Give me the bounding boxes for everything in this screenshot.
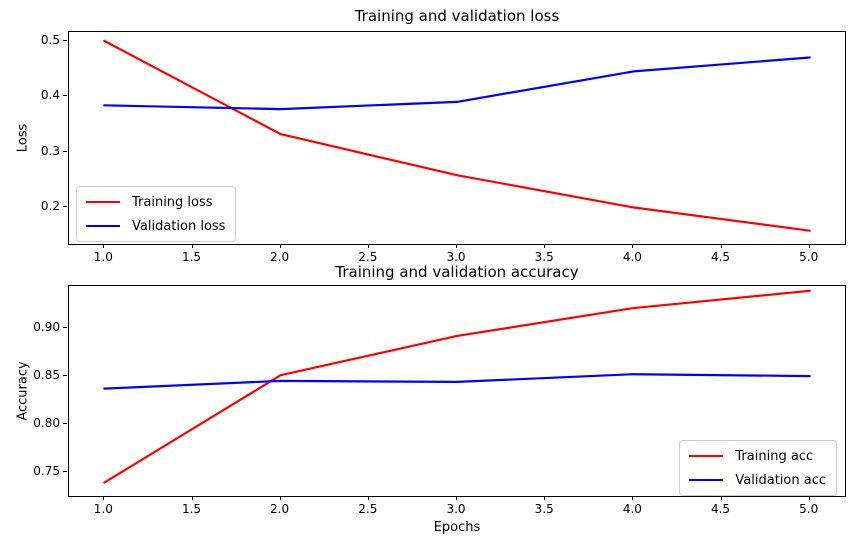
y-tick-label: 0.5 [40,32,60,47]
x-tick-mark [632,496,634,500]
y-tick-label: 0.80 [33,416,60,431]
legend-item: Training loss [86,192,225,212]
validation-acc-line [103,373,811,390]
training-loss-line-sample [86,201,120,203]
x-tick-label: 2.0 [270,502,290,516]
legend-item: Validation loss [86,216,225,236]
x-tick-mark [720,496,722,500]
validation-loss-line-sample [86,225,120,227]
accuracy-legend: Training acc Validation acc [679,440,837,496]
x-tick-label: 2.5 [358,502,378,516]
legend-label: Training loss [132,194,213,210]
x-tick-mark [808,496,810,500]
x-tick-label: 1.0 [93,250,113,264]
loss-legend: Training loss Validation loss [76,186,237,242]
training-acc-line-sample [689,455,724,457]
y-tick-mark [63,327,67,329]
legend-label: Training acc [735,448,814,464]
x-tick-label: 4.5 [710,502,731,516]
x-tick-mark [279,496,281,500]
x-tick-mark [808,244,810,248]
validation-acc-line-sample [689,479,724,481]
legend-item: Training acc [689,446,826,466]
y-tick-label: 0.85 [33,368,60,383]
y-tick-mark [63,471,67,472]
training-loss-line [103,39,811,232]
x-tick-mark [103,244,105,248]
y-tick-mark [63,375,67,377]
y-tick-mark [63,39,67,41]
x-tick-mark [456,244,457,248]
plot-lines [103,289,811,484]
x-tick-label: 5.0 [799,250,819,264]
y-tick-label: 0.4 [40,88,60,103]
x-tick-label: 1.5 [181,502,202,516]
y-tick-label: 0.3 [40,143,60,158]
x-tick-label: 2.5 [358,250,378,264]
x-tick-label: 5.0 [799,502,819,516]
plot-lines [103,39,811,232]
x-tick-mark [544,244,546,248]
legend-label: Validation loss [132,218,226,234]
x-tick-label: 3.5 [534,502,554,516]
y-tick-label: 0.90 [33,320,60,335]
legend-item: Validation acc [689,470,826,490]
x-tick-label: 3.5 [534,250,554,264]
x-tick-mark [103,496,105,500]
x-tick-mark [191,244,193,248]
x-tick-label: 1.0 [93,502,113,516]
y-tick-mark [63,95,67,97]
y-tick-label: 0.75 [33,464,60,478]
y-tick-mark [63,206,67,208]
x-tick-mark [544,496,546,500]
y-tick-mark [63,423,67,425]
y-tick-mark [63,150,67,152]
x-tick-mark [720,244,722,248]
loss-chart-title: Training and validation loss [354,7,560,25]
legend-label: Validation acc [735,472,826,488]
x-tick-label: 3.0 [446,502,466,516]
x-tick-mark [279,244,281,248]
training-acc-line [103,289,811,484]
x-tick-mark [367,244,369,248]
x-tick-label: 1.5 [181,250,202,264]
x-tick-mark [367,496,369,500]
x-tick-label: 4.0 [622,502,642,516]
x-tick-label: 4.0 [622,250,642,264]
accuracy-chart-title: Training and validation accuracy [335,263,579,281]
x-tick-mark [632,244,634,248]
x-tick-mark [456,496,457,500]
validation-loss-line [103,56,811,111]
x-axis-label: Epochs [433,520,481,535]
x-tick-label: 2.0 [270,250,290,264]
x-tick-label: 4.5 [710,250,731,264]
y-tick-label: 0.2 [40,199,60,214]
x-tick-label: 3.0 [446,250,466,264]
x-tick-mark [191,496,193,500]
